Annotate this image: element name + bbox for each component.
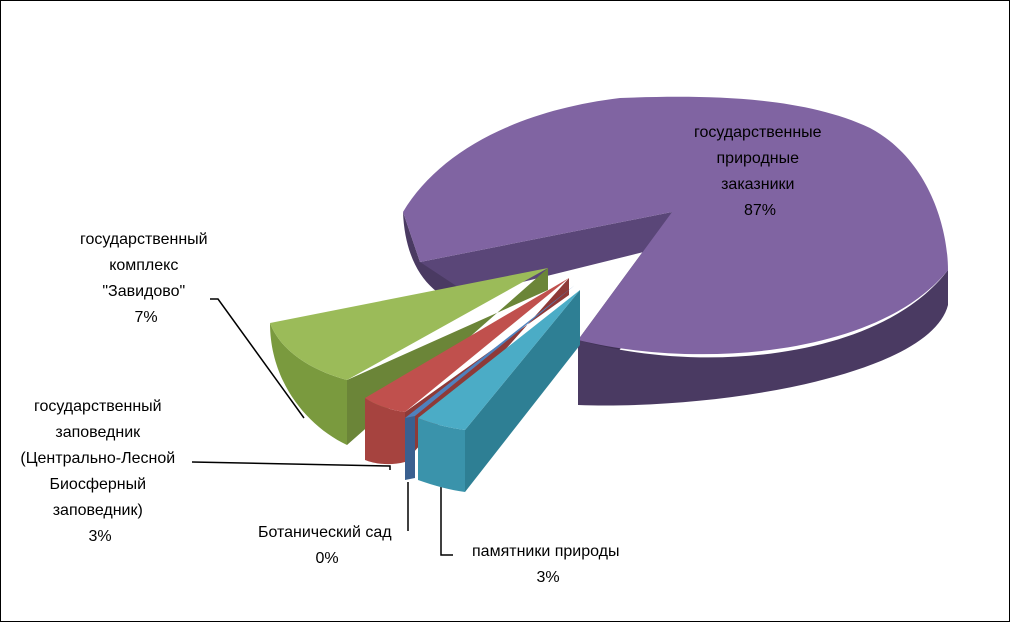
leader-line-zavidovo: [210, 298, 305, 419]
slice-zakazniki-top: [403, 96, 948, 355]
label-zavidovo: государственный комплекс "Завидово" 7%: [80, 231, 212, 326]
label-zapovednik: государственный заповедник (Центрально-Л…: [20, 398, 179, 545]
leader-lines: [191, 298, 453, 556]
slice-pamyatniki-top: [418, 290, 580, 430]
leader-line-pamyatniki: [440, 486, 453, 556]
label-zakazniki: государственные природные заказники 87%: [694, 124, 826, 219]
pie-slice-pamyatniki: [418, 290, 580, 492]
slice-zavidovo-side-front: [270, 323, 347, 445]
slice-zavidovo-top: [270, 268, 548, 380]
slice-botsad-side: [405, 416, 415, 480]
pie-slice-zakazniki: [403, 96, 948, 406]
slice-pamyatniki-side-inner: [465, 290, 580, 492]
pie-slice-botsad: [405, 285, 575, 480]
slice-zapovednik-top: [365, 278, 569, 412]
slice-pamyatniki-side-front: [418, 418, 465, 492]
label-botsad: Ботанический сад 0%: [258, 524, 396, 567]
slice-zapovednik-side-front: [365, 398, 405, 465]
leader-line-zapovednik: [191, 461, 391, 470]
label-pamyatniki: памятники природы 3%: [472, 543, 624, 586]
chart-labels: государственные природные заказники 87% …: [20, 124, 826, 586]
slice-zakazniki-inner: [420, 212, 672, 295]
slice-botsad-top: [405, 285, 575, 418]
slice-zakazniki-side-outer: [578, 270, 948, 406]
